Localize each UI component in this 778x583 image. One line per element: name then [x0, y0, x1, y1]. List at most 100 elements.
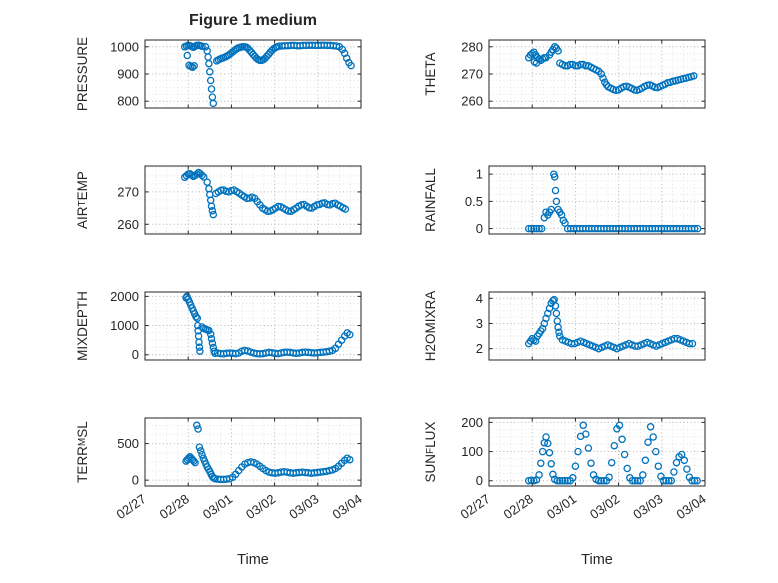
scatter-points [182, 292, 354, 358]
scatter-point [537, 459, 545, 467]
scatter-point [318, 199, 326, 207]
scatter-point [243, 194, 251, 203]
y-tick-label: 0 [132, 473, 139, 488]
scatter-point [538, 324, 547, 333]
scatter-point [195, 443, 204, 451]
axes-box [488, 165, 706, 235]
y-tick-label: 200 [461, 415, 483, 430]
scatter-point [649, 433, 657, 441]
scatter-point [683, 465, 691, 473]
scatter-point [551, 186, 560, 195]
scatter-point [659, 476, 668, 485]
axes-box [488, 291, 706, 361]
scatter-point [582, 430, 590, 438]
scatter-point [594, 476, 603, 485]
scatter-point [532, 224, 541, 233]
scatter-point [203, 178, 211, 186]
ylabel-subscript: F [424, 447, 436, 454]
scatter-point [618, 435, 626, 444]
scatter-point [597, 70, 606, 78]
scatter-point [347, 61, 355, 70]
ylabel-text: TERR [74, 446, 90, 483]
ylabel-text: THETA [422, 52, 438, 96]
scatter-point [191, 458, 199, 467]
y-tick-label: 3 [476, 316, 483, 331]
scatter-point [552, 197, 561, 206]
y-tick-label: 1 [476, 167, 483, 182]
x-tick-label: 02/28 [157, 491, 192, 522]
scatter-point [639, 471, 647, 479]
scatter-point [545, 448, 554, 457]
scatter-point [551, 302, 560, 310]
scatter-point [535, 224, 543, 233]
scatter-point [607, 458, 616, 467]
x-tick-label: 03/04 [329, 491, 364, 522]
subplot-rainfall: 00.51 [465, 165, 706, 236]
y-tick-label: 1000 [110, 318, 139, 333]
y-tick-label: 260 [117, 217, 139, 232]
y-tick-label: 100 [461, 444, 483, 459]
scatter-point [600, 476, 608, 485]
scatter-point [207, 85, 216, 93]
scatter-point [587, 459, 595, 467]
ylabel-text: SL [74, 421, 90, 438]
grid-lines [144, 418, 362, 486]
scatter-point [198, 450, 206, 459]
scatter-point [646, 423, 655, 431]
scatter-point [571, 62, 580, 70]
scatter-point [206, 330, 215, 339]
scatter-point [561, 476, 569, 485]
scatter-point [547, 205, 555, 214]
scatter-point [538, 447, 547, 456]
scatter-point [195, 338, 203, 346]
scatter-point [209, 210, 218, 219]
scatter-point [194, 425, 202, 433]
scatter-point [544, 309, 552, 318]
ylabel-subscript: M [76, 437, 88, 447]
subplot-airtemp: 260 270 [117, 165, 362, 235]
subplot-theta: 260 270 280 [461, 39, 706, 109]
scatter-point [342, 54, 351, 62]
scatter-point [332, 42, 341, 50]
subplot-sunflux: 02/27 02/28 03/01 03/02 03/03 03/04 0 100 200 [457, 415, 708, 522]
scatter-point [531, 337, 540, 345]
scatter-point [693, 224, 702, 233]
scatter-points [180, 41, 355, 108]
scatter-point [631, 476, 639, 485]
scatter-point [605, 473, 613, 481]
scatter-point [644, 438, 652, 446]
ylabel-subscript: T [76, 200, 88, 207]
scatter-point [554, 47, 562, 55]
scatter-point [195, 343, 204, 351]
y-tick-label: 270 [117, 184, 139, 199]
scatter-point [206, 68, 214, 76]
scatter-point [274, 202, 282, 211]
ylabel-text: RAINFALL [422, 168, 438, 232]
scatter-point [217, 186, 225, 195]
subplot-terrmsl: 02/27 02/28 03/01 03/02 03/03 03/04 0 500 [113, 417, 365, 522]
scatter-point [193, 321, 202, 330]
scatter-point [690, 72, 698, 80]
scatter-point [537, 224, 546, 233]
scatter-point [524, 224, 533, 233]
scatter-point [641, 456, 650, 465]
scatter-point [574, 447, 582, 456]
scatter-point [547, 460, 555, 468]
scatter-point [685, 339, 694, 348]
scatter-point [196, 347, 204, 355]
scatter-point [554, 323, 562, 332]
scatter-points [524, 421, 701, 485]
scatter-point [571, 462, 580, 470]
scatter-points [524, 295, 697, 353]
scatter-point [690, 476, 699, 485]
x-tick-label: 02/27 [113, 491, 148, 522]
y-tick-label: 270 [461, 67, 483, 82]
scatter-point [325, 347, 334, 355]
y-tick-label: 4 [476, 291, 483, 306]
scatter-point [561, 62, 569, 70]
scatter-point [193, 170, 201, 178]
scatter-point [346, 455, 354, 464]
y-tick-label: 0.5 [465, 194, 483, 209]
scatter-point [688, 339, 697, 348]
scatter-point [527, 224, 536, 233]
